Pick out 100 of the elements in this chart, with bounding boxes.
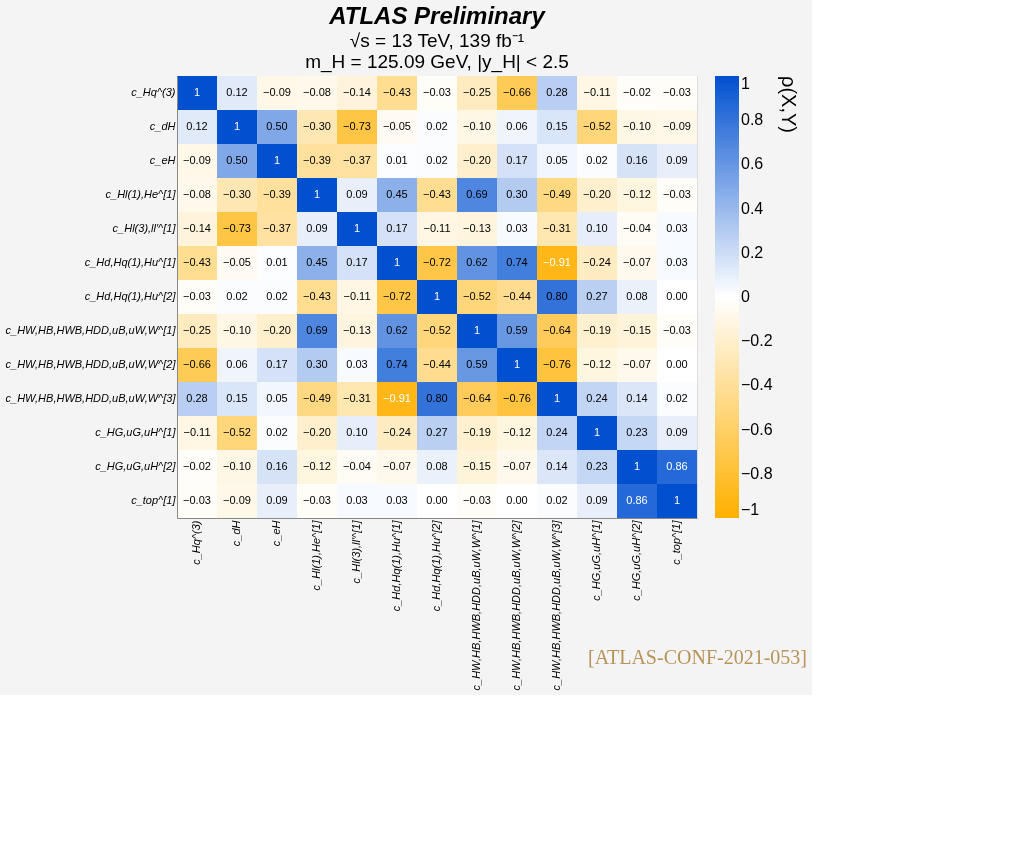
data-label: 0.09: [266, 494, 288, 506]
data-label: −0.64: [463, 392, 491, 404]
data-label: −0.49: [543, 188, 571, 200]
y-tick-label: c_HW,HB,HWB,HDD,uB,uW,W^[3]: [5, 392, 177, 404]
color-bar-label: 0: [741, 288, 750, 305]
data-label: 0.69: [466, 188, 488, 200]
y-tick-label: c_eH: [149, 154, 176, 166]
data-label: 0.03: [666, 256, 688, 268]
data-label: −0.13: [463, 222, 491, 234]
data-label: −0.11: [423, 222, 451, 234]
data-label: 0.28: [186, 392, 208, 404]
data-label: 1: [513, 358, 521, 370]
data-label: −0.19: [463, 426, 491, 438]
data-label: −0.03: [183, 494, 211, 506]
data-label: −0.09: [183, 154, 211, 166]
data-label: 0.16: [266, 460, 288, 472]
data-label: 0.62: [466, 256, 488, 268]
text: √s = 13 TeV, 139 fb⁻¹: [349, 30, 525, 51]
data-label: −0.19: [583, 324, 611, 336]
data-label: 0.05: [266, 392, 288, 404]
y-tick-label: c_HW,HB,HWB,HDD,uB,uW,W^[2]: [5, 358, 177, 370]
y-tick-label: c_Hq^(3): [131, 86, 176, 98]
data-label: 0.03: [386, 494, 408, 506]
color-bar-label: −0.8: [741, 464, 773, 482]
data-label: 0.17: [386, 222, 408, 234]
data-label: −0.25: [183, 324, 211, 336]
data-label: 0.27: [586, 290, 608, 302]
data-label: 0.02: [546, 494, 568, 506]
data-label: −0.52: [583, 120, 611, 132]
data-label: 0.12: [226, 86, 248, 98]
data-label: −0.05: [383, 120, 411, 132]
data-label: 0.17: [506, 154, 528, 166]
data-label: 0.00: [666, 358, 688, 370]
data-label: −0.07: [623, 358, 651, 370]
color-bar-title: ρ(X,Y): [778, 76, 800, 133]
x-tick-label: c_top^[1]: [670, 519, 682, 565]
data-label: 0.23: [626, 426, 648, 438]
data-label: 0.24: [546, 426, 568, 438]
data-label: 1: [553, 392, 561, 404]
data-label: 0.69: [306, 324, 328, 336]
data-label: 0.00: [506, 494, 528, 506]
data-label: −0.43: [423, 188, 451, 200]
y-tick-label: c_Hl(3),ll'^[1]: [112, 222, 177, 234]
data-label: −0.09: [663, 120, 691, 132]
data-label: −0.07: [623, 256, 651, 268]
data-label: −0.37: [343, 154, 371, 166]
y-tick-label: c_Hl(1),He^[1]: [105, 188, 177, 200]
color-bar-label: −0.6: [741, 420, 773, 438]
data-label: 0.30: [506, 188, 528, 200]
data-label: −0.03: [663, 188, 691, 200]
data-label: 0.17: [266, 358, 288, 370]
data-label: 0.74: [506, 256, 528, 268]
text: m_H = 125.09 GeV, |y_H| < 2.5: [305, 51, 569, 72]
data-label: −0.03: [183, 290, 211, 302]
color-bar-label: 0.8: [741, 111, 764, 129]
data-label: 0.08: [626, 290, 648, 302]
y-tick-label: c_HG,uG,uH^[1]: [95, 426, 177, 438]
data-label: −0.14: [183, 222, 211, 234]
data-label: 0.24: [586, 392, 608, 404]
data-label: −0.73: [343, 120, 371, 132]
data-label: 0.27: [426, 426, 448, 438]
data-label: −0.02: [183, 460, 211, 472]
data-label: −0.10: [223, 324, 251, 336]
y-tick-label: c_Hd,Hq(1),Hu^[1]: [84, 256, 177, 268]
data-label: 0.23: [586, 460, 608, 472]
data-label: −0.66: [503, 86, 531, 98]
data-label: 0.09: [306, 222, 328, 234]
data-label: 0.02: [226, 290, 248, 302]
data-label: 0.02: [266, 426, 288, 438]
data-label: 0.09: [666, 154, 688, 166]
data-label: −0.49: [303, 392, 331, 404]
data-label: 0.00: [666, 290, 688, 302]
x-tick-label: c_HG,uG,uH^[2]: [630, 519, 642, 601]
data-label: −0.02: [623, 86, 651, 98]
x-tick-label: c_Hd,Hq(1),Hu^[2]: [430, 519, 442, 612]
data-label: 0.74: [386, 358, 408, 370]
data-label: 1: [313, 188, 321, 200]
data-label: −0.37: [263, 222, 291, 234]
data-label: −0.52: [463, 290, 491, 302]
data-label: 0.08: [426, 460, 448, 472]
data-label: −0.10: [623, 120, 651, 132]
data-label: 0.09: [666, 426, 688, 438]
data-label: −0.43: [303, 290, 331, 302]
data-label: −0.07: [503, 460, 531, 472]
x-tick-label: c_Hd,Hq(1),Hu^[1]: [390, 519, 402, 612]
x-tick-label: c_HW,HB,HWB,HDD,uB,uW,W^[1]: [470, 519, 482, 691]
data-label: 0.14: [626, 392, 648, 404]
data-label: 0.06: [226, 358, 248, 370]
x-tick-label: c_Hl(3),ll'^[1]: [350, 519, 362, 584]
data-label: 0.30: [306, 358, 328, 370]
data-label: −0.03: [303, 494, 331, 506]
data-label: −0.72: [423, 256, 451, 268]
data-label: 0.17: [346, 256, 368, 268]
data-label: 0.45: [306, 256, 328, 268]
data-label: −0.44: [503, 290, 531, 302]
data-label: −0.30: [303, 120, 331, 132]
color-bar-label: 0.6: [741, 155, 764, 173]
color-bar-label: −1: [741, 501, 760, 518]
data-label: −0.39: [263, 188, 291, 200]
data-label: −0.15: [623, 324, 651, 336]
